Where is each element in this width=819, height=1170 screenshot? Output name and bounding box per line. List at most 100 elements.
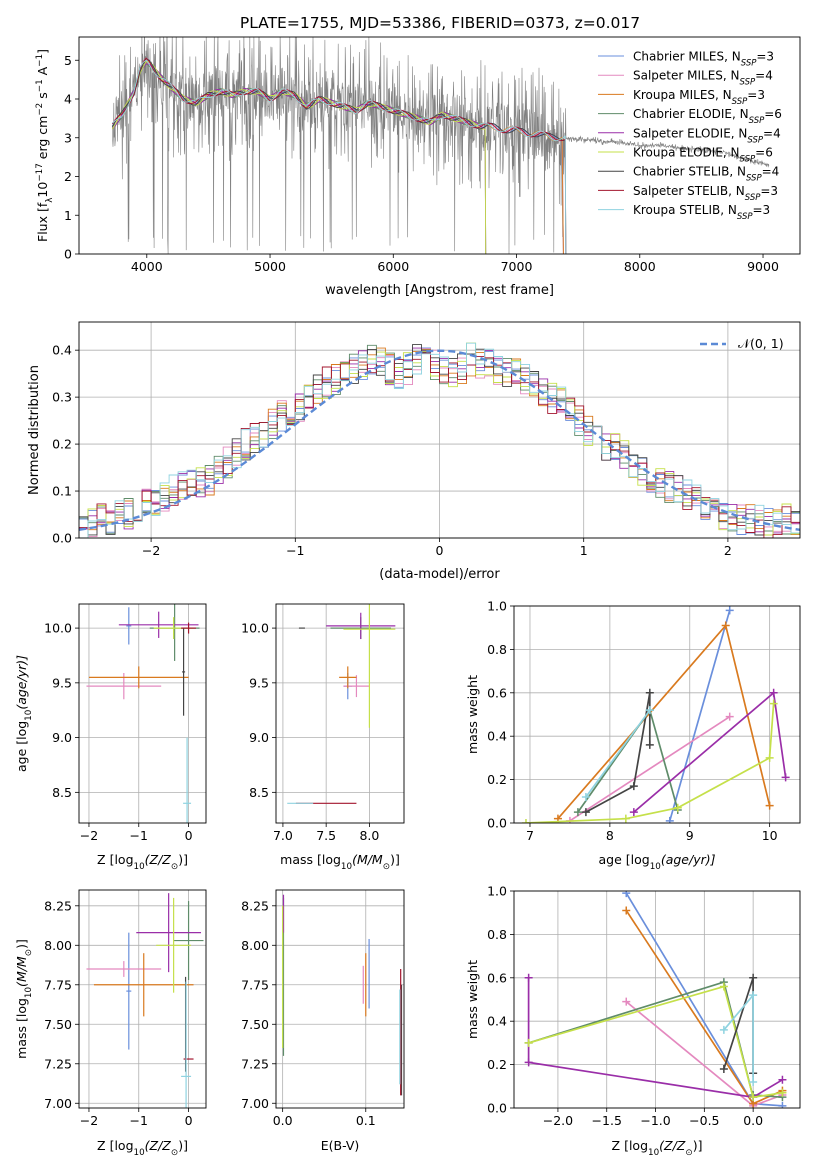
x-axis-label: age [log10(age/yr)] bbox=[598, 852, 715, 872]
weight-marker bbox=[749, 973, 758, 982]
x-tick-label: 7000 bbox=[501, 259, 533, 274]
legend-entry: Chabrier STELIB, NSSP=4 bbox=[633, 165, 779, 184]
x-tick-label: 10 bbox=[762, 828, 778, 843]
x-tick-label: 0.0 bbox=[743, 1113, 763, 1128]
x-tick-label: 7.0 bbox=[273, 828, 293, 843]
weight-marker bbox=[749, 1093, 758, 1102]
weight-marker bbox=[581, 808, 590, 817]
y-tick-label: 1.0 bbox=[487, 599, 507, 614]
y-tick-label: 0.4 bbox=[487, 729, 507, 744]
weight-marker bbox=[524, 1058, 533, 1067]
y-tick-label: 0.2 bbox=[487, 772, 507, 787]
panel-age_vs_Z: −2 −1 0 8.5 9.0 9.5 10.0 Z [log10(Z/Z⊙)] age [lo… bbox=[14, 603, 207, 872]
plot-area-age_vs_Z bbox=[86, 604, 200, 823]
weight-marker bbox=[778, 1075, 787, 1084]
y-axis-label: mass weight bbox=[465, 675, 480, 754]
x-tick-label: 0.0 bbox=[273, 1113, 293, 1128]
x-axis-label: E(B-V) bbox=[321, 1138, 360, 1153]
x-tick-label: 0 bbox=[185, 828, 193, 843]
y-axis-label: mass [log10(M/M⊙)] bbox=[14, 939, 34, 1059]
y-tick-label: 7.00 bbox=[44, 1096, 72, 1111]
x-tick-label: 2 bbox=[724, 543, 732, 558]
x-tick-label: −2 bbox=[80, 1113, 98, 1128]
weight-marker bbox=[573, 808, 582, 817]
legend-entry: Salpeter MILES, NSSP=4 bbox=[633, 69, 773, 88]
axes-frame bbox=[78, 321, 801, 539]
weight-marker bbox=[622, 906, 631, 915]
x-tick-label: 6000 bbox=[377, 259, 409, 274]
y-tick-label: 7.50 bbox=[44, 1017, 72, 1032]
y-tick-label: 0 bbox=[64, 247, 72, 262]
x-tick-label: 5000 bbox=[254, 259, 286, 274]
legend-entry: Kroupa ELODIE, NSSP=6 bbox=[633, 146, 773, 165]
y-tick-label: 0.4 bbox=[52, 343, 72, 358]
weight-marker bbox=[749, 1077, 758, 1086]
weight-marker bbox=[719, 982, 728, 991]
weight-marker bbox=[581, 792, 590, 801]
y-axis-label: Flux [fλ10−17 erg cm−2 s−1 A−1] bbox=[35, 49, 55, 242]
plot-area-weight_vs_Z bbox=[524, 891, 787, 1108]
weight-marker bbox=[524, 973, 533, 982]
y-tick-label: 8.00 bbox=[241, 938, 269, 953]
plot-area-weight_vs_age bbox=[521, 606, 790, 823]
axes-frame bbox=[275, 889, 405, 1109]
weight-marker bbox=[524, 1038, 533, 1047]
panel-mass_vs_EBV: 0.0 0.1 7.00 7.25 7.50 7.75 8.00 8.25 E(B-V) bbox=[241, 889, 405, 1153]
x-axis-label: wavelength [Angstrom, rest frame] bbox=[325, 283, 554, 298]
weight-marker bbox=[645, 706, 654, 715]
weight-line-9 bbox=[585, 709, 651, 798]
plot-area-mass_vs_EBV bbox=[282, 894, 403, 1096]
y-tick-label: 0.6 bbox=[487, 970, 507, 985]
y-tick-label: 7.25 bbox=[241, 1056, 269, 1071]
y-tick-label: 9.5 bbox=[249, 675, 269, 690]
weight-line-1 bbox=[668, 610, 731, 822]
x-tick-label: 0.1 bbox=[356, 1113, 376, 1128]
x-tick-label: 9000 bbox=[747, 259, 779, 274]
weight-marker bbox=[622, 997, 631, 1006]
x-tick-label: −2 bbox=[80, 828, 98, 843]
y-tick-label: 4 bbox=[64, 92, 72, 107]
x-tick-label: −1 bbox=[286, 543, 304, 558]
legend-entry: 𝒩(0, 1) bbox=[738, 336, 784, 351]
y-tick-label: 8.00 bbox=[44, 938, 72, 953]
x-tick-label: 8000 bbox=[624, 259, 656, 274]
model-line-8 bbox=[111, 57, 567, 254]
x-axis-label: mass [log10(M/M⊙)] bbox=[280, 852, 400, 872]
weight-marker bbox=[765, 801, 774, 810]
weight-marker bbox=[781, 773, 790, 782]
histogram-8 bbox=[79, 352, 800, 538]
x-tick-label: 7.5 bbox=[316, 828, 336, 843]
panel-mass_vs_Z: −2 −1 0 7.00 7.25 7.50 7.75 8.00 8.25 Z [log10(Z/… bbox=[14, 889, 207, 1158]
y-tick-label: 0.8 bbox=[487, 927, 507, 942]
x-tick-label: 8.0 bbox=[359, 828, 379, 843]
weight-marker bbox=[645, 688, 654, 697]
x-tick-label: −2.0 bbox=[543, 1113, 573, 1128]
x-tick-label: 0 bbox=[436, 543, 444, 558]
weight-marker bbox=[778, 1101, 787, 1108]
y-axis-label: mass weight bbox=[465, 960, 480, 1039]
y-tick-label: 3 bbox=[64, 130, 72, 145]
weight-marker bbox=[665, 816, 674, 823]
model-line-7 bbox=[111, 57, 567, 254]
y-tick-label: 8.5 bbox=[249, 785, 269, 800]
x-tick-label: 9 bbox=[686, 828, 694, 843]
x-tick-label: −1.5 bbox=[592, 1113, 622, 1128]
x-tick-label: 7 bbox=[526, 828, 534, 843]
y-axis-label: Normed distribution bbox=[27, 365, 42, 495]
y-tick-label: 0.2 bbox=[487, 1057, 507, 1072]
histogram-7 bbox=[79, 344, 800, 536]
x-tick-label: −0.5 bbox=[689, 1113, 719, 1128]
axes-frame bbox=[513, 605, 801, 824]
x-tick-label: −1 bbox=[130, 828, 148, 843]
x-axis-label: Z [log10(Z/Z⊙)] bbox=[97, 852, 188, 872]
histogram-9 bbox=[79, 342, 800, 538]
y-tick-label: 0.0 bbox=[52, 531, 72, 546]
axes-frame bbox=[78, 889, 207, 1109]
y-axis-label: age [log10(age/yr)] bbox=[14, 655, 34, 772]
legend-entry: Chabrier ELODIE, NSSP=6 bbox=[633, 107, 782, 126]
panel-weight_vs_Z: −2.0 −1.5 −1.0 −0.5 0.0 0.0 0.2 0.4 0.6 0.8 1.0 Z [… bbox=[465, 884, 801, 1158]
panel-spectrum: 4000 5000 6000 7000 8000 9000 0 1 2 3 4 5 wavelength… bbox=[35, 36, 801, 298]
panel-age_vs_mass: 7.0 7.5 8.0 8.5 9.0 9.5 10.0 mass [log10(M/M⊙)] bbox=[241, 603, 405, 872]
